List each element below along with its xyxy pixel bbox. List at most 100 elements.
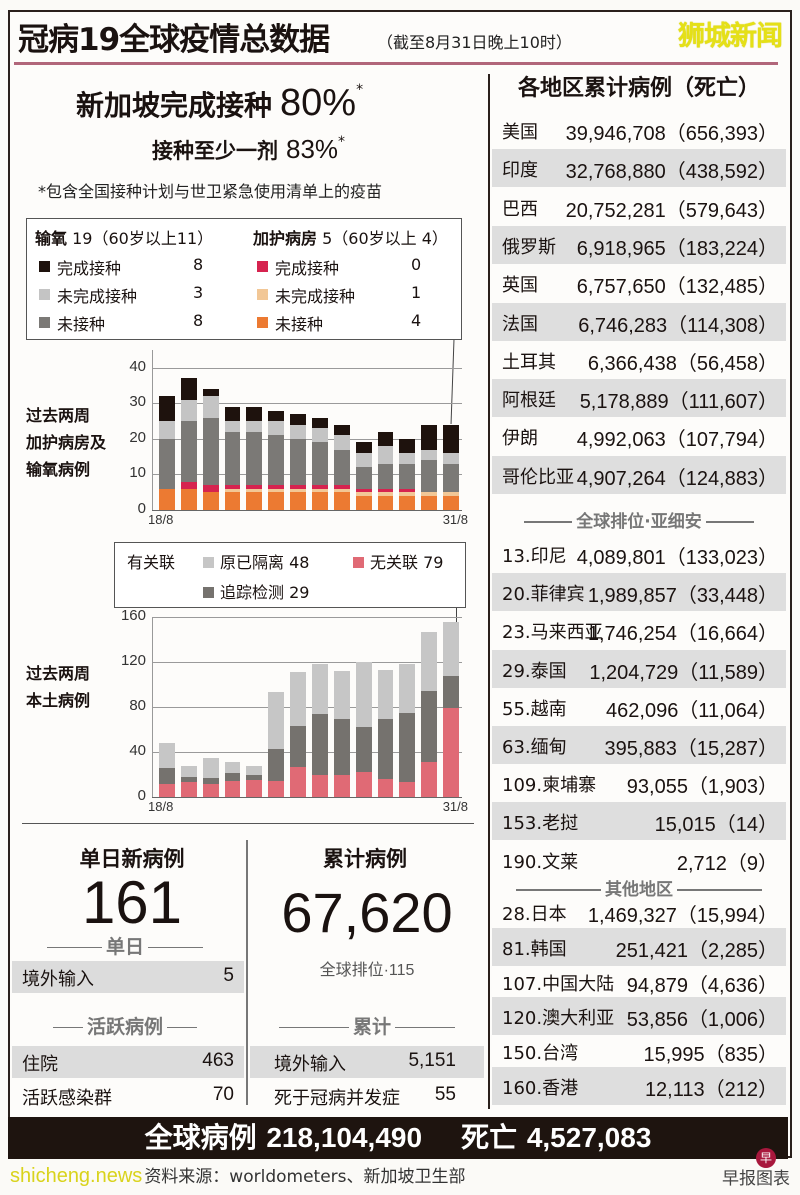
region-name: 109.柬埔寨 (502, 775, 597, 797)
bar-segment (399, 463, 416, 489)
icu-legend-item: 完成接种 0 (253, 255, 463, 283)
bar-segment (224, 781, 241, 797)
global-deaths-label: 死亡 (461, 1121, 518, 1154)
rule (46, 946, 102, 949)
region-cases: 6,366,438（56,458） (587, 352, 778, 375)
bar-segment (159, 396, 175, 422)
daily-section-title: 单日 (30, 932, 220, 959)
cumulative-section-label: 累计 (352, 1016, 391, 1038)
footnote-mark: * (338, 134, 346, 150)
y-axis (152, 617, 153, 797)
icu-legend-header: 加护病房 5（60岁以上 4） (253, 225, 463, 249)
region-name: 190.文莱 (502, 851, 579, 873)
bar-segment (443, 708, 459, 797)
bar-segment (421, 762, 438, 797)
bar-segment (290, 414, 306, 425)
asean-section-title: 全球排位·亚细安 (494, 507, 784, 532)
bar-segment (399, 438, 416, 454)
bar-segment (202, 485, 219, 493)
bar-segment (202, 783, 219, 797)
rule (677, 889, 762, 891)
region-cases: 395,883（15,287） (604, 738, 778, 760)
row-value: 5 (223, 965, 234, 986)
region-cases: 93,055（1,903） (626, 776, 778, 799)
legend-unlinked: 无关联 79 (353, 549, 443, 573)
bar-segment (377, 779, 394, 797)
site-watermark: shicheng.news (10, 1165, 143, 1187)
bar-segment (333, 671, 350, 720)
bar-segment (246, 431, 263, 486)
bar (224, 617, 241, 797)
region-cases: 4,907,264（124,883） (576, 467, 778, 490)
bar-segment (268, 748, 285, 782)
daily-row-imported: 境外输入 5 (12, 961, 244, 993)
legend-swatch (39, 317, 50, 328)
region-cases: 39,946,708（656,393） (565, 123, 778, 145)
bar-segment (312, 664, 328, 714)
daily-new-cases-value: 161 (81, 869, 183, 936)
legend-value: 8 (193, 311, 204, 330)
region-cases: 12,113（212） (644, 1079, 778, 1101)
bar-segment (224, 421, 241, 432)
bar-segment (180, 488, 197, 510)
legend-value: 79 (423, 553, 444, 572)
other-section-title: 其他地区 (494, 875, 784, 900)
bar-segment (246, 774, 263, 781)
y-tick-label: 0 (137, 500, 146, 517)
bar-segment (355, 772, 372, 797)
bar (224, 350, 241, 510)
row-label: 死于冠病并发症 (274, 1088, 400, 1109)
icu-legend: 加护病房 5（60岁以上 4） 完成接种 0 未完成接种 1 未接种 4 (253, 225, 463, 339)
bar-segment (159, 488, 175, 510)
region-name: 23.马来西亚 (502, 622, 603, 644)
y-tick-label: 0 (137, 787, 146, 804)
bar-segment (246, 765, 263, 775)
page-subtitle: （截至8月31日晚上10时） (377, 33, 572, 52)
bar-segment (443, 621, 459, 676)
global-cases-label: 全球病例 (144, 1121, 257, 1154)
active-section-title: 活跃病例 (30, 1012, 220, 1039)
region-cases: 1,989,857（33,448） (587, 585, 778, 608)
region-name: 伊朗 (502, 428, 538, 450)
region-row: 美国 39,946,708（656,393） (492, 111, 786, 149)
bar-segment (159, 421, 175, 439)
region-name: 28.日本 (502, 904, 567, 925)
bar-segment (399, 712, 416, 783)
gridline (152, 367, 462, 369)
bar-segment (180, 378, 197, 400)
bar-segment (377, 669, 394, 720)
legend-swatch (257, 317, 268, 328)
rule (395, 1026, 455, 1029)
bar (246, 350, 263, 510)
vaccination-completed: 新加坡完成接种 80%* (76, 82, 363, 125)
y-tick-label: 30 (129, 393, 146, 411)
bar-segment (246, 780, 263, 797)
chart1-label-line: 加护病房及 (26, 433, 107, 452)
other-section-label: 其他地区 (605, 880, 673, 900)
legend-label: 未接种 (275, 315, 324, 334)
bar-segment (246, 485, 263, 489)
bar (421, 350, 438, 510)
rule (167, 1026, 197, 1029)
region-cases: 6,757,650（132,485） (576, 276, 778, 299)
bar-segment (333, 488, 350, 493)
bar-segment (377, 492, 394, 496)
bar (246, 617, 263, 797)
legend-quarantined: 原已隔离 48 (203, 549, 309, 573)
oxygen-label: 输氧 (35, 229, 68, 248)
region-cases: 462,096（11,064） (606, 699, 778, 722)
regions-title: 各地区累计病例（死亡） (517, 76, 760, 101)
bar-segment (268, 488, 285, 493)
local-cases-chart: 0 40 80 120 160 18/8 31/8 (121, 607, 468, 814)
bar-segment (180, 765, 197, 777)
zaobao-logo-icon: 早 (756, 1148, 776, 1168)
row-label: 境外输入 (22, 969, 94, 990)
bar (202, 350, 219, 510)
daily-section-label: 单日 (105, 936, 144, 958)
global-totals-bar: 全球病例 218,104,490 死亡 4,527,083 (8, 1117, 788, 1159)
bar-segment (202, 492, 219, 510)
bar-segment (333, 774, 350, 797)
icu-label: 加护病房 (253, 229, 318, 248)
bar-segment (377, 446, 394, 464)
bar-segment (443, 424, 459, 454)
